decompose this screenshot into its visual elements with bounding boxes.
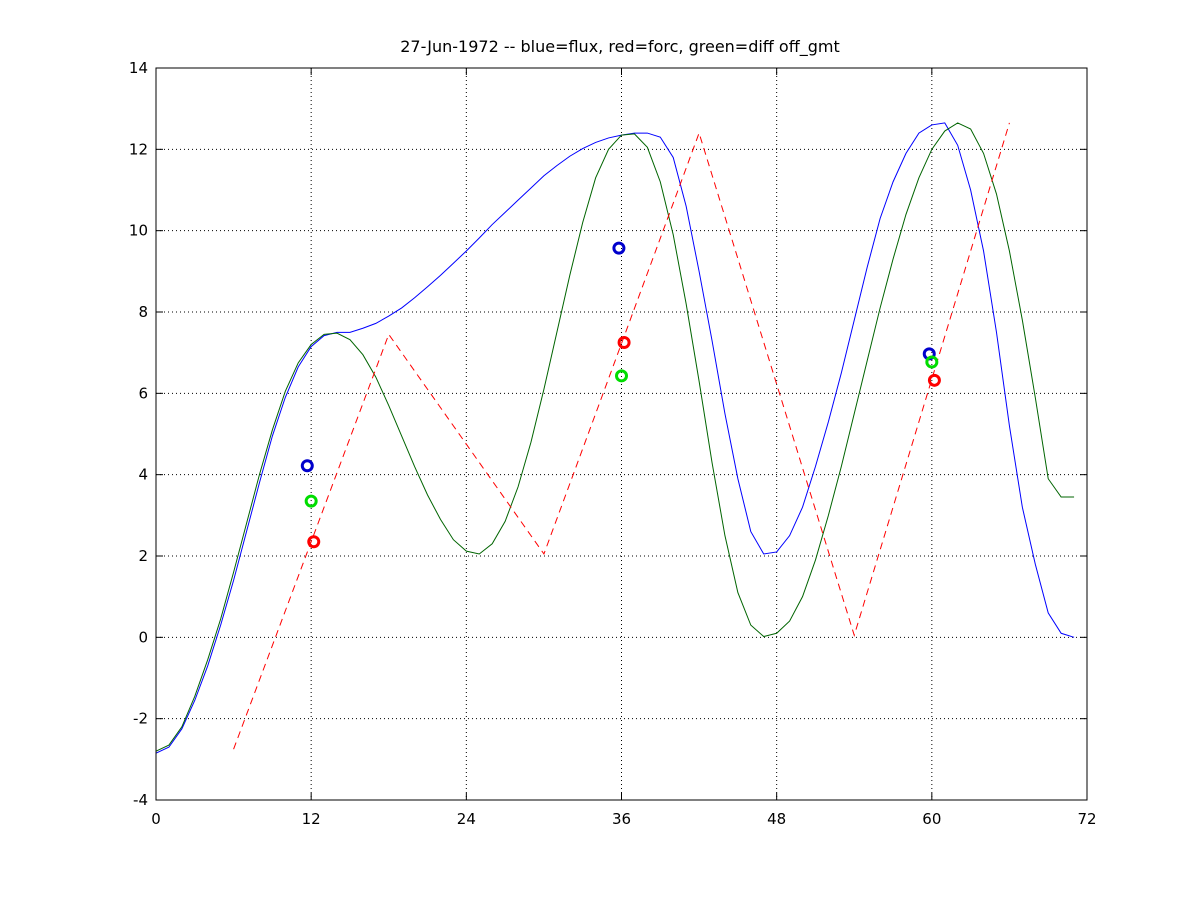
data-marker bbox=[927, 373, 941, 387]
data-marker bbox=[300, 459, 314, 473]
y-tick-label: 6 bbox=[138, 384, 148, 402]
series-line-0 bbox=[155, 122, 1075, 754]
grid bbox=[156, 68, 1087, 800]
data-marker bbox=[925, 355, 939, 369]
y-tick-label: 2 bbox=[138, 547, 148, 565]
x-tick-label: 24 bbox=[457, 810, 476, 828]
y-tick-label: 12 bbox=[129, 140, 148, 158]
y-tick-label: -2 bbox=[133, 710, 148, 728]
series-group bbox=[155, 122, 1075, 754]
data-marker bbox=[304, 494, 318, 508]
x-tick-label: 60 bbox=[922, 810, 941, 828]
x-tick-label: 72 bbox=[1077, 810, 1096, 828]
x-tick-label: 0 bbox=[151, 810, 161, 828]
y-tick-label: 4 bbox=[138, 466, 148, 484]
x-tick-label: 48 bbox=[767, 810, 786, 828]
markers-group bbox=[300, 241, 941, 549]
series-line-1 bbox=[155, 122, 1075, 752]
data-marker bbox=[617, 336, 631, 349]
data-marker bbox=[615, 369, 628, 383]
y-tick-label: 8 bbox=[138, 303, 148, 321]
x-tick-label: 36 bbox=[612, 810, 631, 828]
y-tick-label: 0 bbox=[138, 628, 148, 646]
y-tick-label: -4 bbox=[133, 791, 148, 809]
chart-title: 27-Jun-1972 -- blue=flux, red=forc, gree… bbox=[400, 37, 840, 57]
series-line-2 bbox=[233, 122, 1010, 750]
y-tick-label: 14 bbox=[129, 59, 148, 77]
x-tick-label: 12 bbox=[302, 810, 321, 828]
y-tick-label: 10 bbox=[129, 222, 148, 240]
data-marker bbox=[612, 241, 626, 255]
plot-frame bbox=[155, 67, 1088, 801]
data-marker bbox=[307, 535, 321, 549]
